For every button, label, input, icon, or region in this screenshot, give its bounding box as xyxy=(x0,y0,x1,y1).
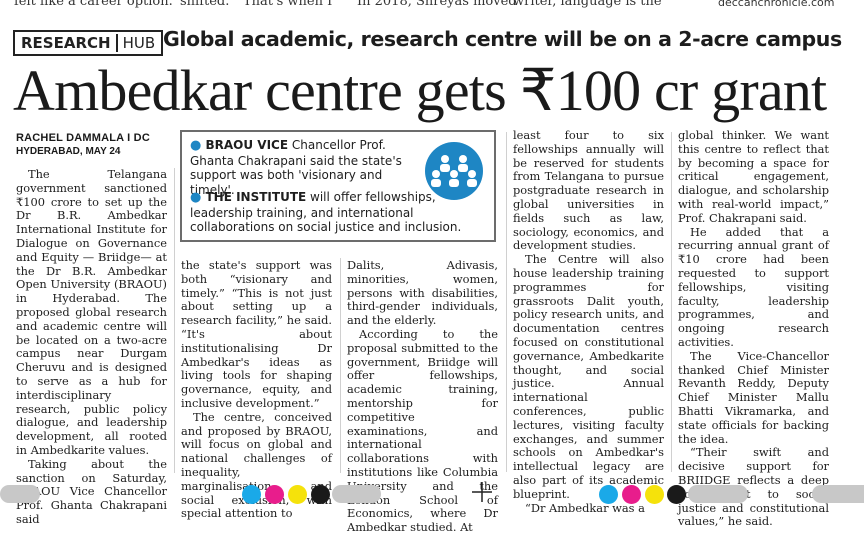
paragraph: The centre, conceived and proposed by BR… xyxy=(181,409,332,521)
dateline: HYDERABAD, MAY 24 xyxy=(16,146,121,157)
highlight-lead: BRAOU VICE xyxy=(205,138,289,152)
black-mark xyxy=(667,485,686,504)
people-group-icon xyxy=(425,142,483,200)
highlight-item-1: ● BRAOU VICE Chancellor Prof. Ghanta Cha… xyxy=(190,138,418,197)
previous-article-strip: felt like a career option. shifted. That… xyxy=(0,0,864,14)
strip-text: That's when I xyxy=(243,0,333,9)
article-column-4: least four to six fellowships annually w… xyxy=(513,128,664,515)
kicker-section: RESEARCH xyxy=(21,34,111,52)
bullet-icon: ● xyxy=(190,190,206,205)
highlight-text: will offer fellowships, leadership train… xyxy=(190,190,462,234)
highlight-box: ● BRAOU VICE Chancellor Prof. Ghanta Cha… xyxy=(180,130,496,242)
subheadline: Global academic, research centre will be… xyxy=(163,27,842,51)
yellow-mark xyxy=(645,485,664,504)
kicker-divider xyxy=(115,34,118,52)
column-rule xyxy=(340,258,341,473)
paragraph: The Vice-Chancellor thanked Chief Minist… xyxy=(678,348,829,446)
registration-bar xyxy=(332,485,381,503)
column-rule xyxy=(174,168,175,473)
highlight-text: Chancellor Prof. Ghanta Chakrapani said … xyxy=(190,138,402,197)
cyan-mark xyxy=(242,485,261,504)
registration-bar xyxy=(0,485,40,503)
article-column-3: Dalits, Adivasis, minorities, women, per… xyxy=(347,258,498,535)
magenta-mark xyxy=(265,485,284,504)
paragraph: The Telangana government sanctioned ₹100… xyxy=(16,167,167,457)
paragraph: global thinker. We want this centre to r… xyxy=(678,128,829,225)
paragraph: He added that a recurring annual grant o… xyxy=(678,224,829,349)
cyan-mark xyxy=(599,485,618,504)
paragraph: least four to six fellowships annually w… xyxy=(513,128,664,253)
magenta-mark xyxy=(622,485,641,504)
article-column-5: global thinker. We want this centre to r… xyxy=(678,128,829,529)
article-column-1: The Telangana government sanctioned ₹100… xyxy=(16,167,167,527)
column-rule xyxy=(671,132,672,472)
bullet-icon: ● xyxy=(190,138,206,153)
paragraph: “Their swift and decisive support for BR… xyxy=(678,445,829,529)
highlight-item-2: ● THE INSTITUTE will offer fellowships, … xyxy=(190,190,490,235)
paragraph: According to the proposal submitted to t… xyxy=(347,326,498,535)
registration-bar xyxy=(812,485,864,503)
black-mark xyxy=(311,485,330,504)
crosshair-icon xyxy=(470,480,494,504)
paragraph: The Centre will also house leadership tr… xyxy=(513,252,664,501)
paragraph: Dalits, Adivasis, minorities, women, per… xyxy=(347,258,498,328)
section-kicker: RESEARCH HUB xyxy=(13,30,164,56)
site-url: deccanchronicle.com xyxy=(718,0,835,9)
column-rule xyxy=(506,132,507,472)
registration-bar xyxy=(688,485,748,503)
paragraph: Taking about the sanction on Saturday, B… xyxy=(16,456,167,526)
paragraph: the state's support was both “visionary … xyxy=(181,258,332,410)
paragraph: “Dr Ambedkar was a xyxy=(525,500,645,515)
highlight-lead: THE INSTITUTE xyxy=(205,190,307,204)
yellow-mark xyxy=(288,485,307,504)
kicker-hub: HUB xyxy=(122,34,156,52)
strip-text: felt like a career option. xyxy=(14,0,173,9)
strip-text: shifted. xyxy=(180,0,230,9)
strip-text: writer, language is the xyxy=(513,0,662,9)
strip-text: In 2018, Shreyas moved xyxy=(357,0,517,9)
headline: Ambedkar centre gets ₹100 cr grant xyxy=(13,58,827,123)
byline: RACHEL DAMMALA I DC xyxy=(16,132,150,144)
article-column-2: the state's support was both “visionary … xyxy=(181,258,332,521)
